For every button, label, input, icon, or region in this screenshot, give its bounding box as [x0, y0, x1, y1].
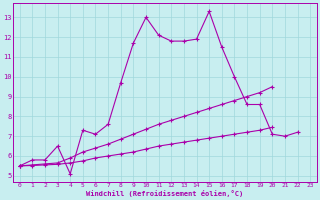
X-axis label: Windchill (Refroidissement éolien,°C): Windchill (Refroidissement éolien,°C)	[86, 190, 244, 197]
